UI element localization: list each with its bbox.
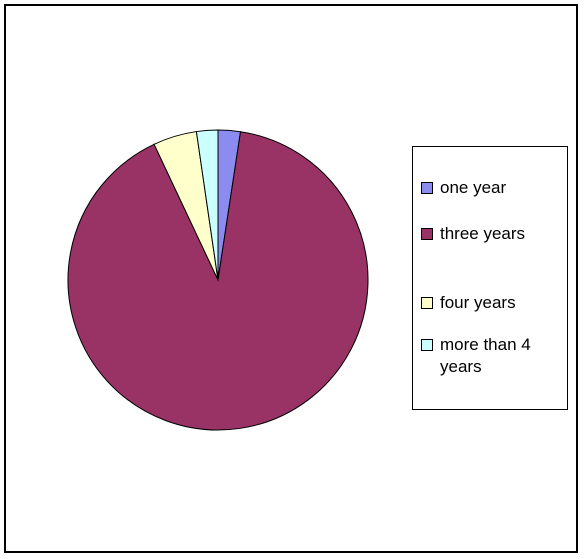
pie-slice-more-than-4-years	[195, 129, 219, 281]
legend-label-one-year: one year	[440, 178, 507, 197]
legend-swatch-one-year	[421, 182, 433, 194]
pie-slice-three-years	[67, 131, 369, 431]
legend-label-more-than-4-years: more than 4 years	[440, 335, 531, 376]
legend-item-one-year: one year	[421, 177, 565, 199]
legend-item-more-than-4-years: more than 4 years	[421, 334, 565, 378]
legend-swatch-three-years	[421, 228, 433, 240]
chart-legend: one year three years four years more tha…	[412, 146, 568, 410]
legend-item-four-years: four years	[421, 292, 565, 314]
legend-label-three-years: three years	[440, 224, 526, 243]
legend-swatch-more-than-4-years	[421, 339, 433, 351]
legend-swatch-four-years	[421, 297, 433, 309]
legend-label-four-years: four years	[440, 293, 516, 312]
legend-item-three-years: three years	[421, 223, 565, 245]
